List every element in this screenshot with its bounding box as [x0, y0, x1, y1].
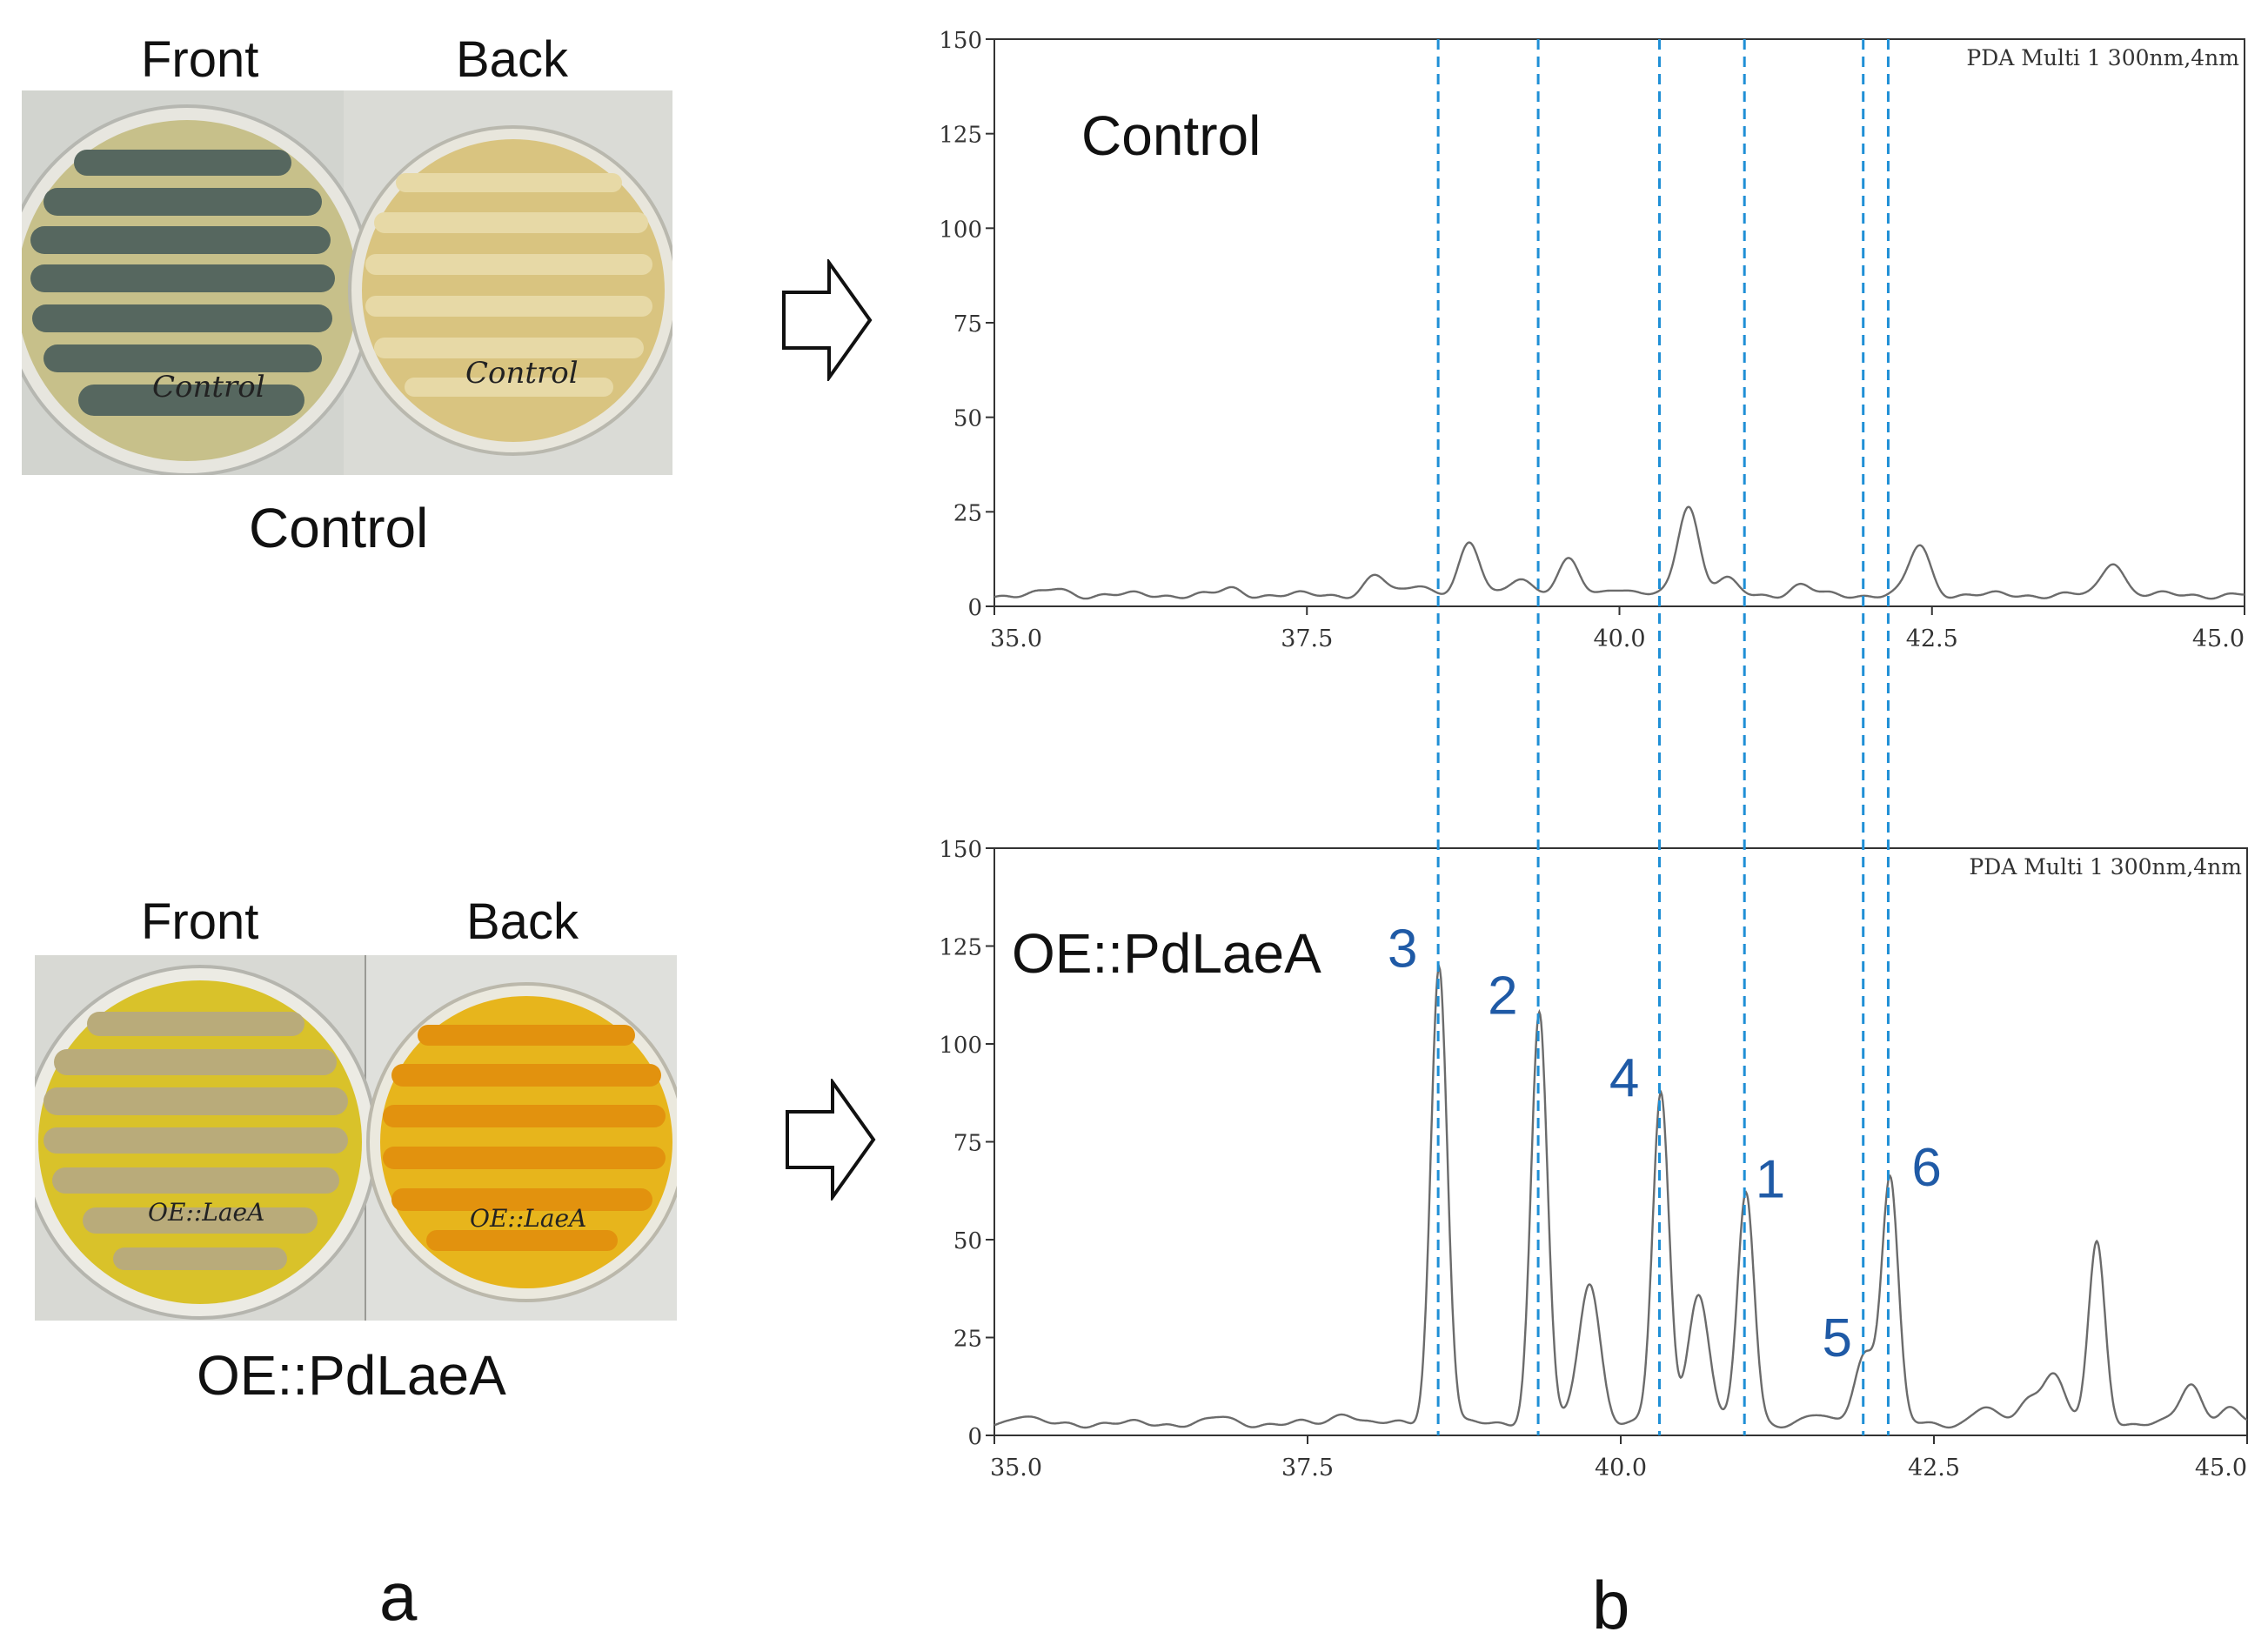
control-front-writing: Control — [152, 370, 265, 405]
control-caption: Control — [249, 497, 429, 559]
peak-label-1: 1 — [1756, 1150, 1785, 1210]
detector-label: PDA Multi 1 300nm,4nm — [1969, 854, 2242, 880]
chart-title: Control — [1081, 104, 1261, 167]
y-tick-label: 50 — [953, 1228, 982, 1254]
control-back-streaks — [365, 173, 652, 397]
control-front-streaks — [30, 150, 335, 416]
peak-label-3: 3 — [1388, 920, 1417, 980]
mutant-caption: OE::PdLaeA — [197, 1344, 506, 1407]
mutant-back-streaks — [383, 1025, 666, 1251]
y-tick-label: 125 — [939, 123, 982, 149]
y-tick-label: 75 — [953, 1131, 982, 1157]
x-tick-label: 40.0 — [1593, 625, 1645, 652]
peak-label-2: 2 — [1488, 966, 1517, 1027]
mutant-front-streaks — [43, 1012, 348, 1270]
control-back-label: Back — [456, 31, 568, 88]
detector-label: PDA Multi 1 300nm,4nm — [1966, 45, 2239, 70]
y-tick-label: 100 — [939, 217, 982, 243]
x-tick-label: 37.5 — [1281, 625, 1333, 652]
control-plate-photo: Control Control — [22, 90, 672, 475]
y-tick-label: 125 — [939, 935, 982, 961]
mutant-plate-photo: OE::LaeA OE::LaeA — [35, 955, 677, 1321]
chart-title: OE::PdLaeA — [1012, 922, 1321, 985]
x-tick-label: 45.0 — [2195, 1455, 2247, 1481]
panel-a-label: a — [379, 1558, 418, 1635]
y-tick-label: 25 — [953, 1327, 982, 1353]
x-tick-label: 35.0 — [990, 1455, 1042, 1481]
y-tick-label: 0 — [967, 595, 982, 621]
mutant-front-writing: OE::LaeA — [148, 1198, 264, 1227]
x-tick-label: 37.5 — [1281, 1455, 1334, 1481]
mutant-front-label: Front — [141, 893, 259, 950]
chromatogram-trace — [994, 505, 2245, 600]
y-tick-label: 100 — [939, 1033, 982, 1059]
arrow-icon — [782, 259, 873, 381]
chromatogram-trace — [994, 963, 2248, 1429]
control-back-writing: Control — [465, 356, 579, 391]
control-front-label: Front — [141, 31, 259, 88]
x-tick-label: 35.0 — [990, 625, 1042, 652]
panel-b-label: b — [1592, 1567, 1630, 1643]
peak-label-6: 6 — [1911, 1138, 1941, 1198]
x-tick-label: 42.5 — [1906, 625, 1958, 652]
mutant-back-label: Back — [466, 893, 579, 950]
y-tick-label: 150 — [939, 28, 982, 54]
x-tick-label: 45.0 — [2192, 625, 2245, 652]
y-tick-label: 50 — [953, 406, 982, 432]
y-tick-label: 0 — [967, 1424, 982, 1450]
mutant-back-writing: OE::LaeA — [470, 1204, 586, 1233]
x-tick-label: 40.0 — [1595, 1455, 1647, 1481]
y-tick-label: 150 — [939, 837, 982, 863]
chromatogram-control: 0 25 50 75 100 125 150 35.0 37.5 40.0 42.5 45.0 PDA … — [939, 28, 2245, 652]
y-tick-label: 25 — [953, 500, 982, 526]
peak-label-4: 4 — [1609, 1048, 1639, 1108]
y-tick-label: 75 — [953, 311, 982, 338]
x-tick-label: 42.5 — [1908, 1455, 1960, 1481]
peak-label-5: 5 — [1823, 1308, 1852, 1368]
arrow-icon — [786, 1079, 876, 1201]
